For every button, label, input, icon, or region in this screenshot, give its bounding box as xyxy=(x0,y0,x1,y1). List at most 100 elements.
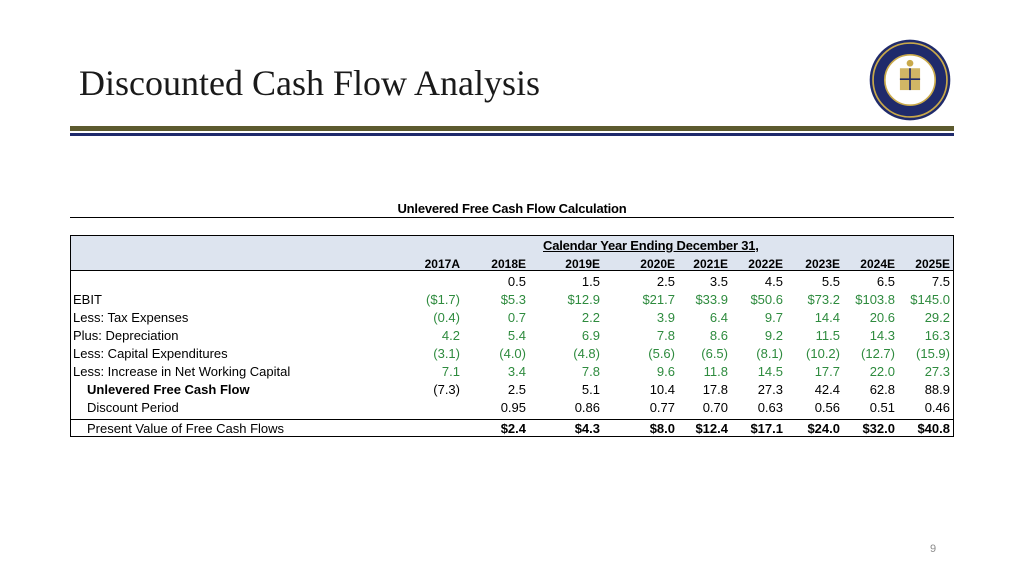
row-label: Less: Tax Expenses xyxy=(73,310,189,325)
year-header-2025E: 2025E xyxy=(915,257,950,271)
table-cell: $2.4 xyxy=(500,421,526,436)
table-cell: 5.5 xyxy=(821,274,840,289)
table-cell: 5.1 xyxy=(581,382,600,397)
table-cell: 11.8 xyxy=(703,364,728,379)
table-cell: $8.0 xyxy=(649,421,675,436)
table-cell: 14.4 xyxy=(814,310,840,325)
table-cell: $24.0 xyxy=(807,421,840,436)
table-cell: 0.63 xyxy=(757,400,783,415)
table-cell: 11.5 xyxy=(815,328,840,343)
header-rule-navy xyxy=(70,133,954,136)
table-cell: 27.3 xyxy=(924,364,950,379)
table-cell: 0.46 xyxy=(924,400,950,415)
table-cell: 7.5 xyxy=(931,274,950,289)
table-cell: (5.6) xyxy=(648,346,675,361)
table-cell: 3.4 xyxy=(507,364,526,379)
year-header-2018E: 2018E xyxy=(491,257,526,271)
table-cell: 0.95 xyxy=(500,400,526,415)
table-cell: $33.9 xyxy=(695,292,728,307)
table-cell: 7.1 xyxy=(441,364,460,379)
table-header-box xyxy=(70,235,954,271)
table-cell: 17.7 xyxy=(814,364,840,379)
table-cell: 29.2 xyxy=(924,310,950,325)
table-title: Unlevered Free Cash Flow Calculation xyxy=(397,201,627,216)
year-header-2020E: 2020E xyxy=(640,257,675,271)
table-row: Plus: Depreciation 4.2 5.4 6.9 7.8 8.6 9.2 11.5… xyxy=(0,327,1024,345)
table-cell: 0.77 xyxy=(649,400,675,415)
table-cell: 0.7 xyxy=(507,310,526,325)
year-header-2021E: 2021E xyxy=(693,257,728,271)
table-cell: $12.9 xyxy=(567,292,600,307)
slide-title: Discounted Cash Flow Analysis xyxy=(79,63,541,103)
table-row: 0.5 1.5 2.5 3.5 4.5 5.5 6.5 7.5 xyxy=(0,273,1024,291)
table-cell: 0.86 xyxy=(574,400,600,415)
table-row: EBIT ($1.7) $5.3 $12.9 $21.7 $33.9 $50.6 $73.2 $… xyxy=(0,291,1024,309)
row-label: Discount Period xyxy=(87,400,179,415)
calendar-year-header: Calendar Year Ending December 31, xyxy=(543,238,759,253)
table-cell: 2.2 xyxy=(581,310,600,325)
table-row: Less: Increase in Net Working Capital 7.1… xyxy=(0,363,1024,381)
table-row: Present Value of Free Cash Flows $2.4 $4.3… xyxy=(0,420,1024,438)
table-cell: 6.4 xyxy=(709,310,728,325)
table-cell: $5.3 xyxy=(500,292,526,307)
table-cell: 2.5 xyxy=(507,382,526,397)
table-cell: 6.9 xyxy=(581,328,600,343)
table-cell: 10.4 xyxy=(649,382,675,397)
table-cell: 9.6 xyxy=(656,364,675,379)
table-cell: 88.9 xyxy=(924,382,950,397)
row-label: Unlevered Free Cash Flow xyxy=(87,382,250,397)
header-rule-olive xyxy=(70,126,954,131)
table-row: Discount Period 0.95 0.86 0.77 0.70 0.63 0.56 0… xyxy=(0,399,1024,417)
table-cell: 22.0 xyxy=(869,364,895,379)
table-cell: 42.4 xyxy=(814,382,840,397)
table-row: Less: Capital Expenditures (3.1) (4.0) (4.8… xyxy=(0,345,1024,363)
university-seal-logo xyxy=(869,39,951,121)
year-header-2017A: 2017A xyxy=(424,257,460,271)
table-cell: 14.3 xyxy=(869,328,895,343)
table-cell: (4.0) xyxy=(499,346,526,361)
table-cell: 7.8 xyxy=(581,364,600,379)
year-header-2023E: 2023E xyxy=(805,257,840,271)
table-cell: (12.7) xyxy=(861,346,895,361)
table-cell: 6.5 xyxy=(876,274,895,289)
row-label: Present Value of Free Cash Flows xyxy=(87,421,285,436)
table-row: Unlevered Free Cash Flow (7.3) 2.5 5.1 10.4 1… xyxy=(0,381,1024,399)
table-body-box xyxy=(70,271,954,437)
table-cell: (4.8) xyxy=(573,346,600,361)
table-cell: 4.2 xyxy=(441,328,460,343)
table-cell: $4.3 xyxy=(574,421,600,436)
table-cell: 27.3 xyxy=(757,382,783,397)
table-cell: 0.70 xyxy=(702,400,728,415)
table-cell: 8.6 xyxy=(709,328,728,343)
table-cell: 0.5 xyxy=(507,274,526,289)
table-cell: $50.6 xyxy=(750,292,783,307)
table-cell: 0.51 xyxy=(869,400,895,415)
table-cell: $40.8 xyxy=(917,421,950,436)
table-cell: $17.1 xyxy=(750,421,783,436)
table-cell: 1.5 xyxy=(581,274,600,289)
table-cell: 62.8 xyxy=(869,382,895,397)
table-cell: 4.5 xyxy=(764,274,783,289)
table-cell: 14.5 xyxy=(757,364,783,379)
table-cell: 9.2 xyxy=(764,328,783,343)
table-cell: $73.2 xyxy=(807,292,840,307)
table-cell: $12.4 xyxy=(695,421,728,436)
table-cell: $145.0 xyxy=(910,292,950,307)
table-cell: 0.56 xyxy=(814,400,840,415)
table-cell: 9.7 xyxy=(764,310,783,325)
year-header-2019E: 2019E xyxy=(565,257,600,271)
table-cell: $103.8 xyxy=(855,292,895,307)
table-cell: (10.2) xyxy=(806,346,840,361)
table-cell: (8.1) xyxy=(756,346,783,361)
table-cell: ($1.7) xyxy=(426,292,460,307)
table-cell: $32.0 xyxy=(862,421,895,436)
table-cell: 2.5 xyxy=(656,274,675,289)
table-cell: 3.5 xyxy=(709,274,728,289)
row-label: EBIT xyxy=(73,292,102,307)
table-title-rule xyxy=(70,217,954,218)
table-cell: 3.9 xyxy=(656,310,675,325)
table-row: Less: Tax Expenses (0.4) 0.7 2.2 3.9 6.4 9.7 14… xyxy=(0,309,1024,327)
table-cell: (15.9) xyxy=(916,346,950,361)
table-cell: $21.7 xyxy=(642,292,675,307)
row-label: Less: Capital Expenditures xyxy=(73,346,228,361)
